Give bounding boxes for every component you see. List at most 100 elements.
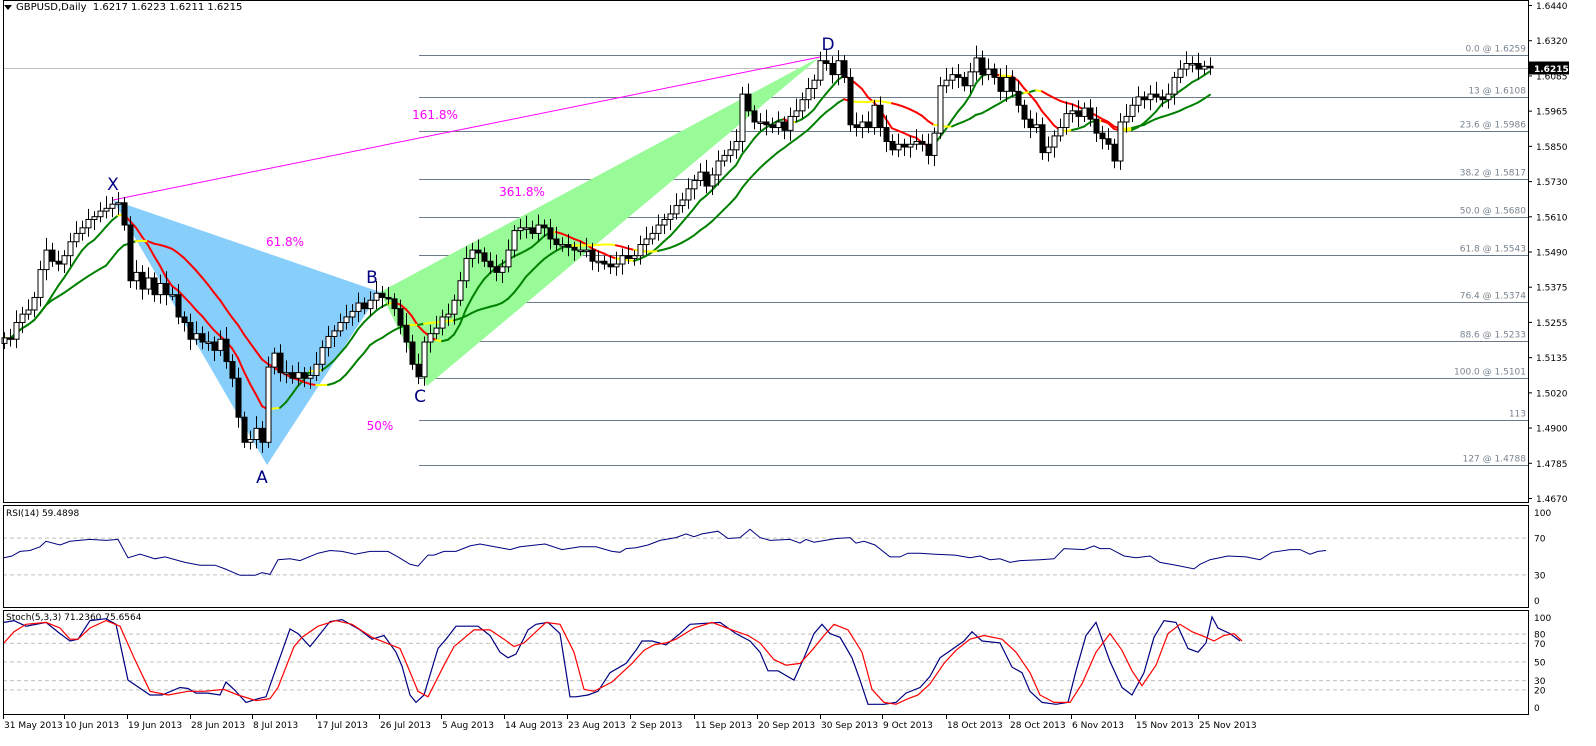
- time-tick-label: 6 Nov 2013: [1072, 721, 1124, 731]
- candle: [655, 214, 662, 241]
- candle: [1183, 51, 1190, 77]
- candle: [1027, 110, 1034, 139]
- candle: [43, 237, 50, 281]
- candle: [859, 114, 866, 139]
- candle: [109, 196, 116, 218]
- candle: [1015, 80, 1022, 113]
- rsi-14--line: [3, 528, 1327, 576]
- candle: [505, 239, 512, 273]
- candle: [1165, 83, 1172, 109]
- candle: [733, 129, 740, 159]
- candle: [73, 221, 80, 248]
- candle: [127, 216, 134, 288]
- candle: [1039, 117, 1046, 160]
- time-tick-label: 28 Jun 2013: [191, 721, 245, 731]
- candle: [175, 284, 182, 325]
- candle: [259, 421, 266, 453]
- candle: [943, 67, 950, 94]
- time-tick-label: 11 Sep 2013: [695, 721, 752, 731]
- fibonacci-levels: 0.0 @ 1.6259 13 @ 1.6108 23.6 @ 1.5986 38.2…: [419, 45, 1528, 466]
- candle: [577, 241, 584, 256]
- candle: [487, 252, 494, 275]
- candle: [583, 237, 590, 258]
- candle: [757, 113, 764, 131]
- candle: [445, 303, 452, 326]
- candle: [235, 367, 242, 428]
- price-tick-label: 1.6320: [1536, 37, 1568, 47]
- candle: [787, 107, 794, 141]
- price-tick-label: 1.5135: [1536, 354, 1568, 364]
- triangle-down-icon[interactable]: [4, 4, 12, 10]
- candle: [325, 325, 332, 357]
- candle: [217, 330, 224, 356]
- candle: [727, 140, 734, 163]
- candle: [499, 259, 506, 283]
- candle: [1045, 136, 1052, 162]
- candle: [1021, 99, 1028, 129]
- candle: [751, 105, 758, 130]
- candle: [1087, 99, 1094, 127]
- candle: [595, 250, 602, 272]
- current-price-label: 1.6215: [1534, 65, 1569, 75]
- candle: [769, 117, 776, 134]
- candle: [187, 313, 194, 350]
- price-tick-label: 1.5255: [1536, 319, 1568, 329]
- candle: [961, 71, 968, 92]
- candle: [607, 255, 614, 275]
- candle: [1003, 65, 1010, 102]
- price-tick-label: 1.5610: [1536, 213, 1568, 223]
- price-axis: 1.6440 1.6320 1.6085 1.5965 1.5850 1.5730 1.56…: [1528, 2, 1569, 714]
- candle: [133, 260, 140, 290]
- candle: [1171, 71, 1178, 105]
- candle: [253, 416, 260, 449]
- candle: [1111, 138, 1118, 169]
- candle: [799, 92, 806, 119]
- candle: [247, 430, 254, 450]
- candle: [511, 225, 518, 258]
- candle: [97, 202, 104, 223]
- candle: [853, 112, 860, 137]
- stoch-tick-label: 50: [1534, 659, 1546, 669]
- candle: [739, 86, 746, 153]
- candle: [1033, 112, 1040, 134]
- candle: [163, 271, 170, 306]
- candle: [475, 239, 482, 264]
- candle: [61, 250, 68, 273]
- candle: [1063, 101, 1070, 135]
- time-tick-label: 14 Aug 2013: [505, 721, 563, 731]
- candle: [847, 68, 854, 133]
- candle: [877, 96, 884, 137]
- candle: [841, 55, 848, 83]
- time-tick-label: 18 Oct 2013: [947, 721, 1003, 731]
- candle: [397, 299, 404, 335]
- candle: [439, 309, 446, 336]
- candle: [463, 246, 470, 288]
- candle: [901, 138, 908, 156]
- candle: [1195, 52, 1202, 80]
- pattern-ratio-label: 61.8%: [266, 235, 304, 249]
- candle: [229, 354, 236, 388]
- candle: [1069, 103, 1076, 123]
- candle: [553, 226, 560, 251]
- candle: [121, 197, 128, 231]
- fib-level-label: 38.2 @ 1.5817: [1460, 169, 1526, 179]
- rsi-title: RSI(14) 59.4898: [6, 509, 80, 519]
- candle: [199, 326, 206, 350]
- candle: [649, 226, 656, 245]
- candle: [805, 77, 812, 109]
- candle: [385, 286, 392, 305]
- candle: [319, 340, 326, 372]
- candle: [361, 297, 368, 315]
- candle: [31, 291, 38, 318]
- candle: [529, 220, 536, 239]
- pattern-point-c: C: [414, 387, 426, 407]
- candle: [289, 365, 296, 384]
- candle: [865, 111, 872, 134]
- candle: [331, 325, 338, 348]
- candle: [481, 247, 488, 267]
- fib-level-label: 100.0 @ 1.5101: [1454, 368, 1526, 378]
- price-tick-label: 1.4785: [1536, 460, 1568, 470]
- time-tick-label: 19 Jun 2013: [128, 721, 182, 731]
- candle: [49, 242, 56, 267]
